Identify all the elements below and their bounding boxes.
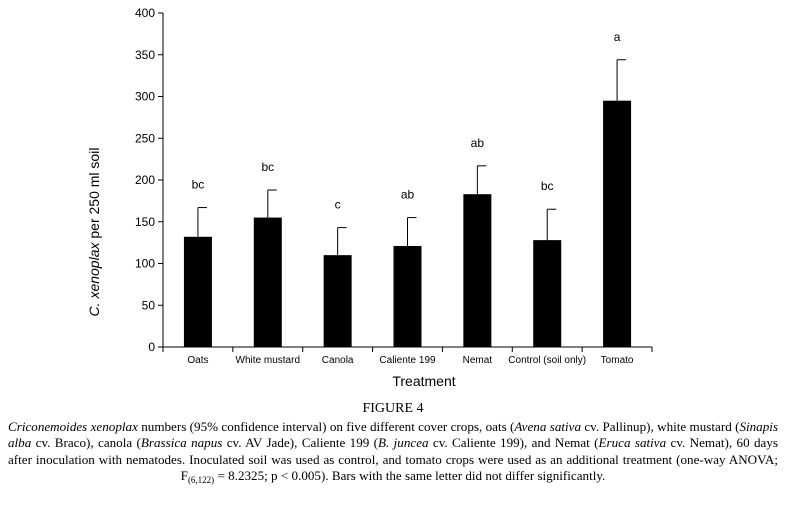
error-bars bbox=[197, 59, 627, 256]
y-ticks: 0 50 100 150 200 250 300 350 400 bbox=[135, 6, 163, 354]
significance-letter: ab bbox=[401, 188, 415, 202]
category-label: Tomato bbox=[601, 355, 634, 366]
caption-segment: Criconemoides xenoplax bbox=[8, 419, 138, 434]
y-tick-label: 350 bbox=[135, 48, 155, 62]
significance-letter: ab bbox=[471, 136, 485, 150]
y-axis-title: C. xenoplax per 250 ml soil bbox=[86, 148, 102, 317]
caption-segment: cv. Braco), canola ( bbox=[31, 435, 141, 451]
significance-letter: bc bbox=[261, 160, 274, 174]
significance-letter: a bbox=[614, 30, 621, 44]
y-tick-label: 0 bbox=[148, 340, 155, 354]
category-label: Control (soil only) bbox=[508, 355, 586, 366]
bar bbox=[463, 194, 492, 347]
caption-segment: Avena sativa bbox=[514, 419, 582, 434]
significance-letter: bc bbox=[541, 179, 554, 193]
bar-chart: 0 50 100 150 200 250 300 350 400 Oats White musta… bbox=[86, 6, 653, 389]
category-label: Oats bbox=[187, 355, 208, 366]
category-label: Caliente 199 bbox=[379, 355, 436, 366]
figure-caption: Criconemoides xenoplax numbers (95% conf… bbox=[8, 419, 778, 485]
category-label: Canola bbox=[322, 355, 354, 366]
bar bbox=[533, 240, 562, 347]
caption-segment: Eruca sativa bbox=[598, 435, 667, 451]
significance-letter: c bbox=[335, 198, 341, 212]
caption-segment: (6,122) bbox=[187, 475, 215, 486]
caption-segment: cv. Caliente 199), and Nemat ( bbox=[428, 435, 599, 451]
significance-letter: bc bbox=[192, 178, 205, 192]
y-tick-label: 150 bbox=[135, 215, 155, 229]
caption-segment: cv. Nemat), 60 days after inoculation wi… bbox=[8, 435, 778, 484]
x-ticks: Oats White mustard Canola Caliente 199 Nemat… bbox=[162, 347, 653, 366]
y-tick-label: 50 bbox=[142, 298, 156, 312]
y-tick-label: 300 bbox=[135, 90, 155, 104]
bars bbox=[183, 100, 632, 347]
caption-segment: = 8.2325; p < 0.005). Bars with the same… bbox=[214, 468, 606, 484]
x-axis: Oats White mustard Canola Caliente 199 Nemat… bbox=[162, 346, 653, 366]
bar bbox=[603, 100, 632, 347]
bar bbox=[183, 236, 212, 347]
caption-segment: cv. Pallinup), white mustard ( bbox=[581, 419, 740, 434]
caption-segment: Sinapis alba bbox=[8, 419, 779, 451]
caption-segment: cv. AV Jade), Caliente 199 ( bbox=[222, 435, 379, 451]
figure-label: FIGURE 4 bbox=[362, 401, 424, 416]
bar bbox=[393, 245, 422, 347]
caption-segment: B. juncea bbox=[378, 435, 429, 451]
significance-labels: bc bc c ab ab bc a bbox=[192, 30, 621, 212]
bar bbox=[323, 255, 352, 347]
y-axis: 0 50 100 150 200 250 300 350 400 bbox=[135, 6, 164, 354]
y-tick-label: 400 bbox=[135, 6, 155, 20]
category-label: White mustard bbox=[236, 355, 300, 366]
x-axis-title: Treatment bbox=[392, 373, 455, 389]
y-tick-label: 200 bbox=[135, 173, 155, 187]
caption-segment: Brassica napus bbox=[140, 435, 223, 451]
category-label: Nemat bbox=[463, 355, 493, 366]
y-tick-label: 100 bbox=[135, 257, 155, 271]
y-tick-label: 250 bbox=[135, 131, 155, 145]
caption-segment: numbers (95% confidence interval) on fiv… bbox=[137, 419, 515, 434]
bar bbox=[253, 217, 282, 347]
